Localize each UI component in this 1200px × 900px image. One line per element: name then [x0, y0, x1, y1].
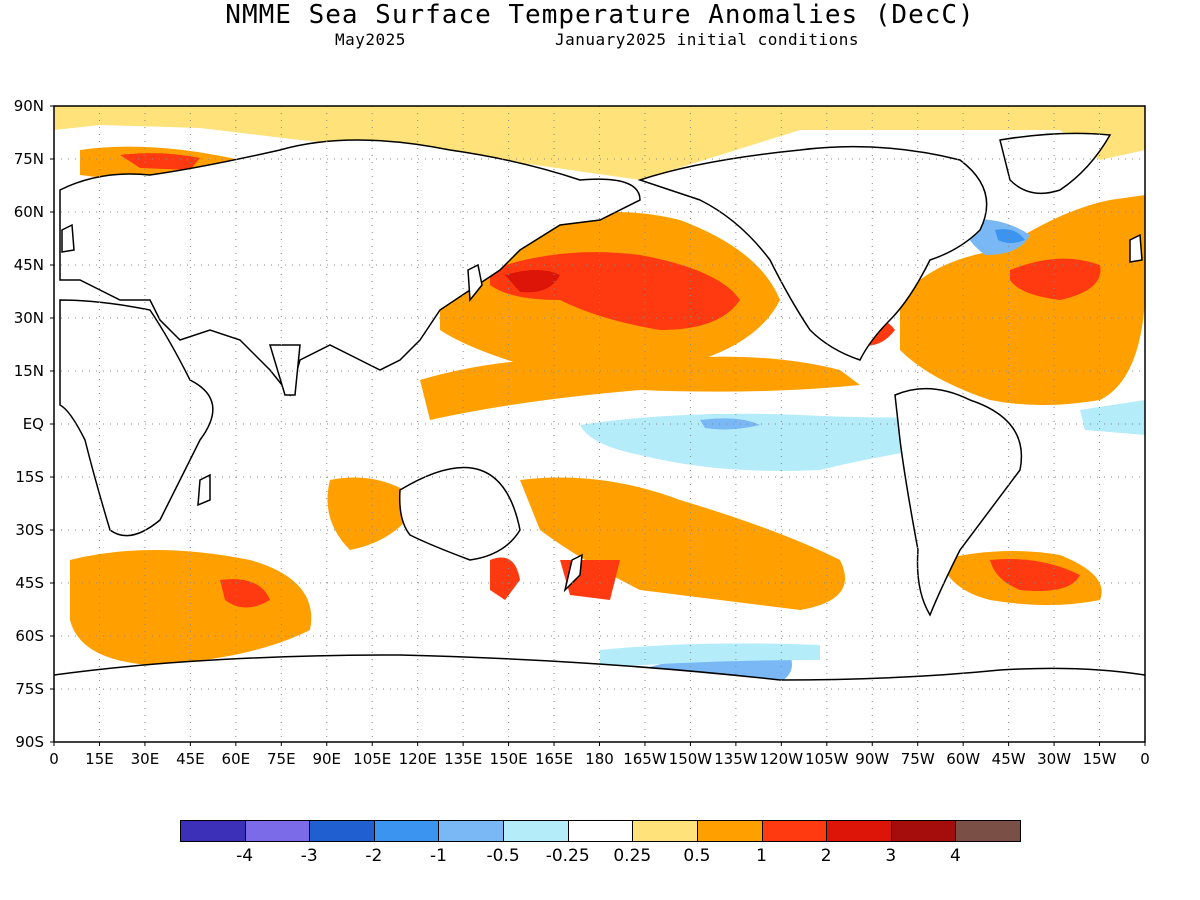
- lon-label: 60W: [946, 750, 981, 768]
- lat-label: 30N: [13, 309, 44, 327]
- colorbar-label: -2: [365, 846, 383, 866]
- lat-label: 15S: [15, 468, 44, 486]
- lon-label: 135W: [714, 750, 758, 768]
- colorbar-swatch: [309, 820, 375, 842]
- colorbar-label: -0.25: [545, 846, 590, 866]
- lat-label: 75S: [15, 680, 44, 698]
- colorbar-label: 3: [885, 846, 897, 866]
- map-title: NMME Sea Surface Temperature Anomalies (…: [225, 0, 975, 30]
- anomaly-field: [54, 106, 1145, 742]
- colorbar-label: 0.5: [683, 846, 711, 866]
- lon-label: 135E: [444, 750, 483, 768]
- colorbar-swatch: [955, 820, 1021, 842]
- lon-label: 75E: [266, 750, 296, 768]
- lon-label: 90E: [312, 750, 342, 768]
- lon-label: 15E: [85, 750, 114, 768]
- lon-label: 150W: [668, 750, 713, 768]
- lat-label: 60N: [13, 203, 44, 221]
- lon-label: 165E: [534, 750, 574, 768]
- lat-label: 15N: [13, 362, 44, 380]
- colorbar-swatch: [503, 820, 569, 842]
- lon-label: 105E: [353, 750, 392, 768]
- colorbar-swatch: [890, 820, 957, 842]
- lon-label: 0: [1140, 750, 1150, 768]
- lat-label: EQ: [22, 415, 44, 433]
- colorbar-label: -3: [300, 846, 318, 866]
- lon-label: 150E: [489, 750, 528, 768]
- lon-label: 45E: [176, 750, 205, 768]
- lat-label: 90N: [13, 97, 44, 115]
- colorbar-swatch: [826, 820, 892, 842]
- lon-label: 0: [49, 750, 59, 768]
- graticule: [54, 106, 1145, 742]
- colorbar-label: -1: [429, 846, 447, 866]
- colorbar-swatch: [696, 820, 763, 842]
- colorbar-label: -0.5: [486, 846, 520, 866]
- lon-label: 15W: [1082, 750, 1117, 768]
- lon-label: 120W: [759, 750, 804, 768]
- lon-label: 30E: [130, 750, 160, 768]
- colorbar-label: -4: [236, 846, 254, 866]
- lon-label: 30W: [1037, 750, 1072, 768]
- lon-label: 165W: [623, 750, 667, 768]
- lon-label: 45W: [991, 750, 1026, 768]
- initial-conditions-label: January2025 initial conditions: [555, 30, 859, 49]
- colorbar-label: 4: [949, 846, 961, 866]
- colorbar-label: 1: [756, 846, 767, 866]
- colorbar-swatch: [567, 820, 634, 842]
- coastlines: [54, 132, 1145, 681]
- colorbar-swatch: [438, 820, 505, 842]
- lon-label: 120E: [398, 750, 437, 768]
- colorbar-swatch: [244, 820, 311, 842]
- lat-label: 30S: [15, 521, 44, 539]
- colorbar-label: 0.25: [613, 846, 652, 866]
- colorbar-swatch: [373, 820, 440, 842]
- lon-label: 90W: [855, 750, 890, 768]
- forecast-month: May2025: [335, 30, 406, 49]
- lon-label: 105W: [805, 750, 849, 768]
- lon-label: 75W: [900, 750, 935, 768]
- lat-label: 45S: [15, 574, 44, 592]
- lat-label: 45N: [13, 256, 44, 274]
- axis-ticks: [50, 105, 1146, 746]
- colorbar-swatch: [632, 820, 698, 842]
- lon-label: 60E: [221, 750, 251, 768]
- lat-label: 60S: [15, 627, 44, 645]
- lon-label: 180: [585, 750, 614, 768]
- colorbar-label: 2: [820, 846, 832, 866]
- colorbar-swatch: [180, 820, 246, 842]
- colorbar-swatch: [761, 820, 828, 842]
- lat-label: 90S: [15, 733, 44, 751]
- lat-label: 75N: [13, 150, 44, 168]
